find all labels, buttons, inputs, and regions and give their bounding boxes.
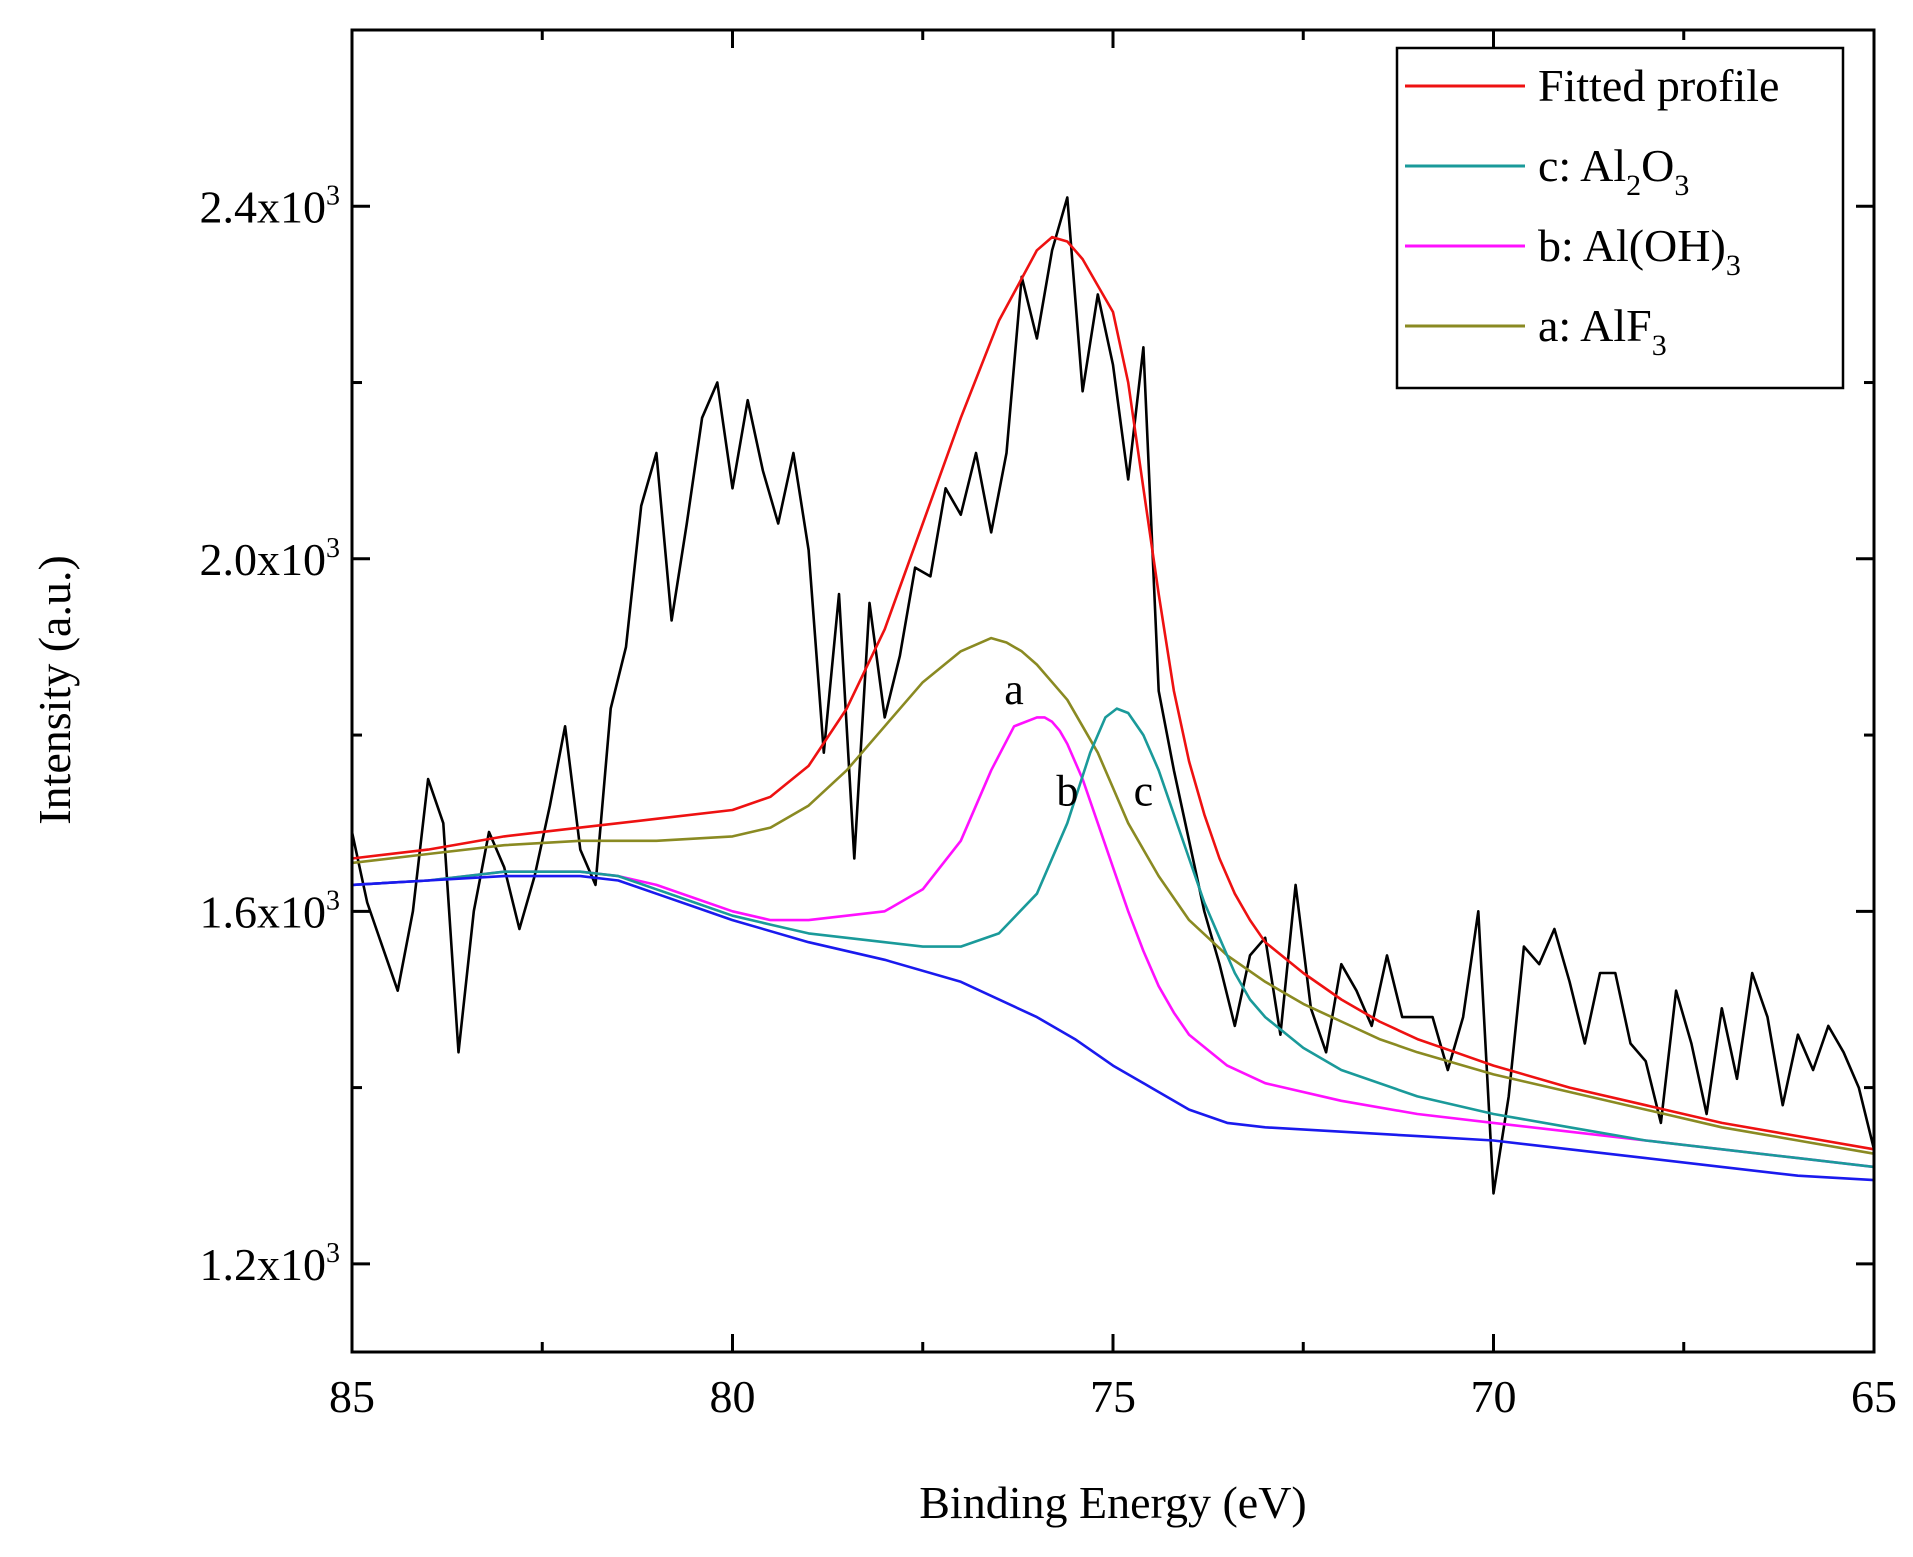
series-line-a [351,636,1875,1155]
y-tick-label: 2.4x103 [200,180,341,232]
series-line-raw [350,196,1876,1195]
y-axis: 1.2x103 1.6x103 2.0x103 2.4x103 [200,180,1874,1290]
legend-label-b: b: Al(OH)3 [1538,220,1741,282]
legend-label-c: c: Al2O3 [1538,140,1689,202]
series-line-fitted [351,235,1875,1151]
legend-box [1395,46,1845,390]
peak-label-a: a [1004,665,1024,714]
peak-annotations: a b c [1004,665,1153,815]
x-tick-label: 70 [1471,1371,1517,1422]
x-tick-label: 85 [329,1371,375,1422]
legend: Fitted profile c: Al2O3 b: Al(OH)3 a: AlF3 [1395,46,1845,390]
y-tick-label: 1.2x103 [200,1238,341,1290]
series-line-baseline [351,874,1875,1182]
peak-label-b: b [1056,767,1078,816]
x-axis-title: Binding Energy (eV) [919,1477,1307,1528]
x-tick-label: 80 [710,1371,756,1422]
legend-label-a: a: AlF3 [1538,300,1667,362]
x-axis: 85 80 75 70 65 [329,30,1897,1422]
x-tick-label: 65 [1851,1371,1897,1422]
y-axis-title: Intensity (a.u.) [29,555,80,825]
y-tick-label: 1.6x103 [200,885,341,937]
peak-label-c: c [1134,767,1154,816]
legend-label-fitted: Fitted profile [1538,60,1779,111]
x-tick-label: 75 [1090,1371,1136,1422]
series-line-c [351,707,1875,1169]
y-tick-label: 2.0x103 [200,533,341,585]
series-line-b [351,716,1875,1169]
series-layer [350,196,1876,1195]
